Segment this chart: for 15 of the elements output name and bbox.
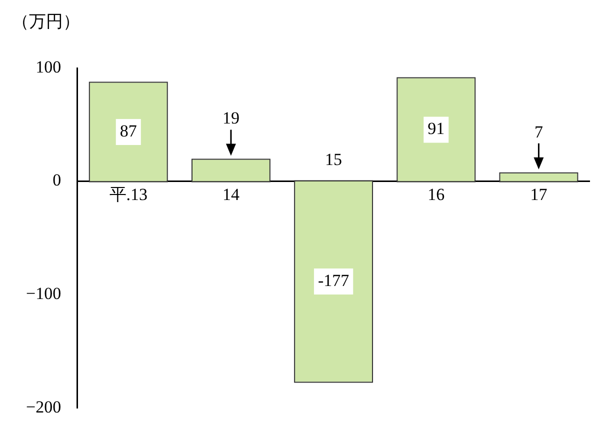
data-label: 91 bbox=[428, 119, 445, 138]
x-tick-label: 17 bbox=[530, 185, 548, 204]
data-label: 7 bbox=[534, 122, 544, 142]
data-label: -177 bbox=[318, 270, 350, 290]
y-tick-label: 0 bbox=[52, 170, 62, 190]
x-tick-label: 14 bbox=[222, 185, 240, 204]
data-label: 19 bbox=[222, 108, 240, 128]
x-tick-label: 15 bbox=[325, 150, 342, 170]
y-tick-label: 100 bbox=[36, 57, 62, 76]
data-label: 87 bbox=[120, 121, 138, 140]
x-tick-label: 16 bbox=[428, 185, 445, 204]
y-tick-label: −100 bbox=[26, 284, 62, 303]
x-tick-label: 平.13 bbox=[109, 185, 148, 204]
y-tick-label: −200 bbox=[26, 397, 62, 416]
y-axis-title: （万円） bbox=[12, 12, 80, 31]
